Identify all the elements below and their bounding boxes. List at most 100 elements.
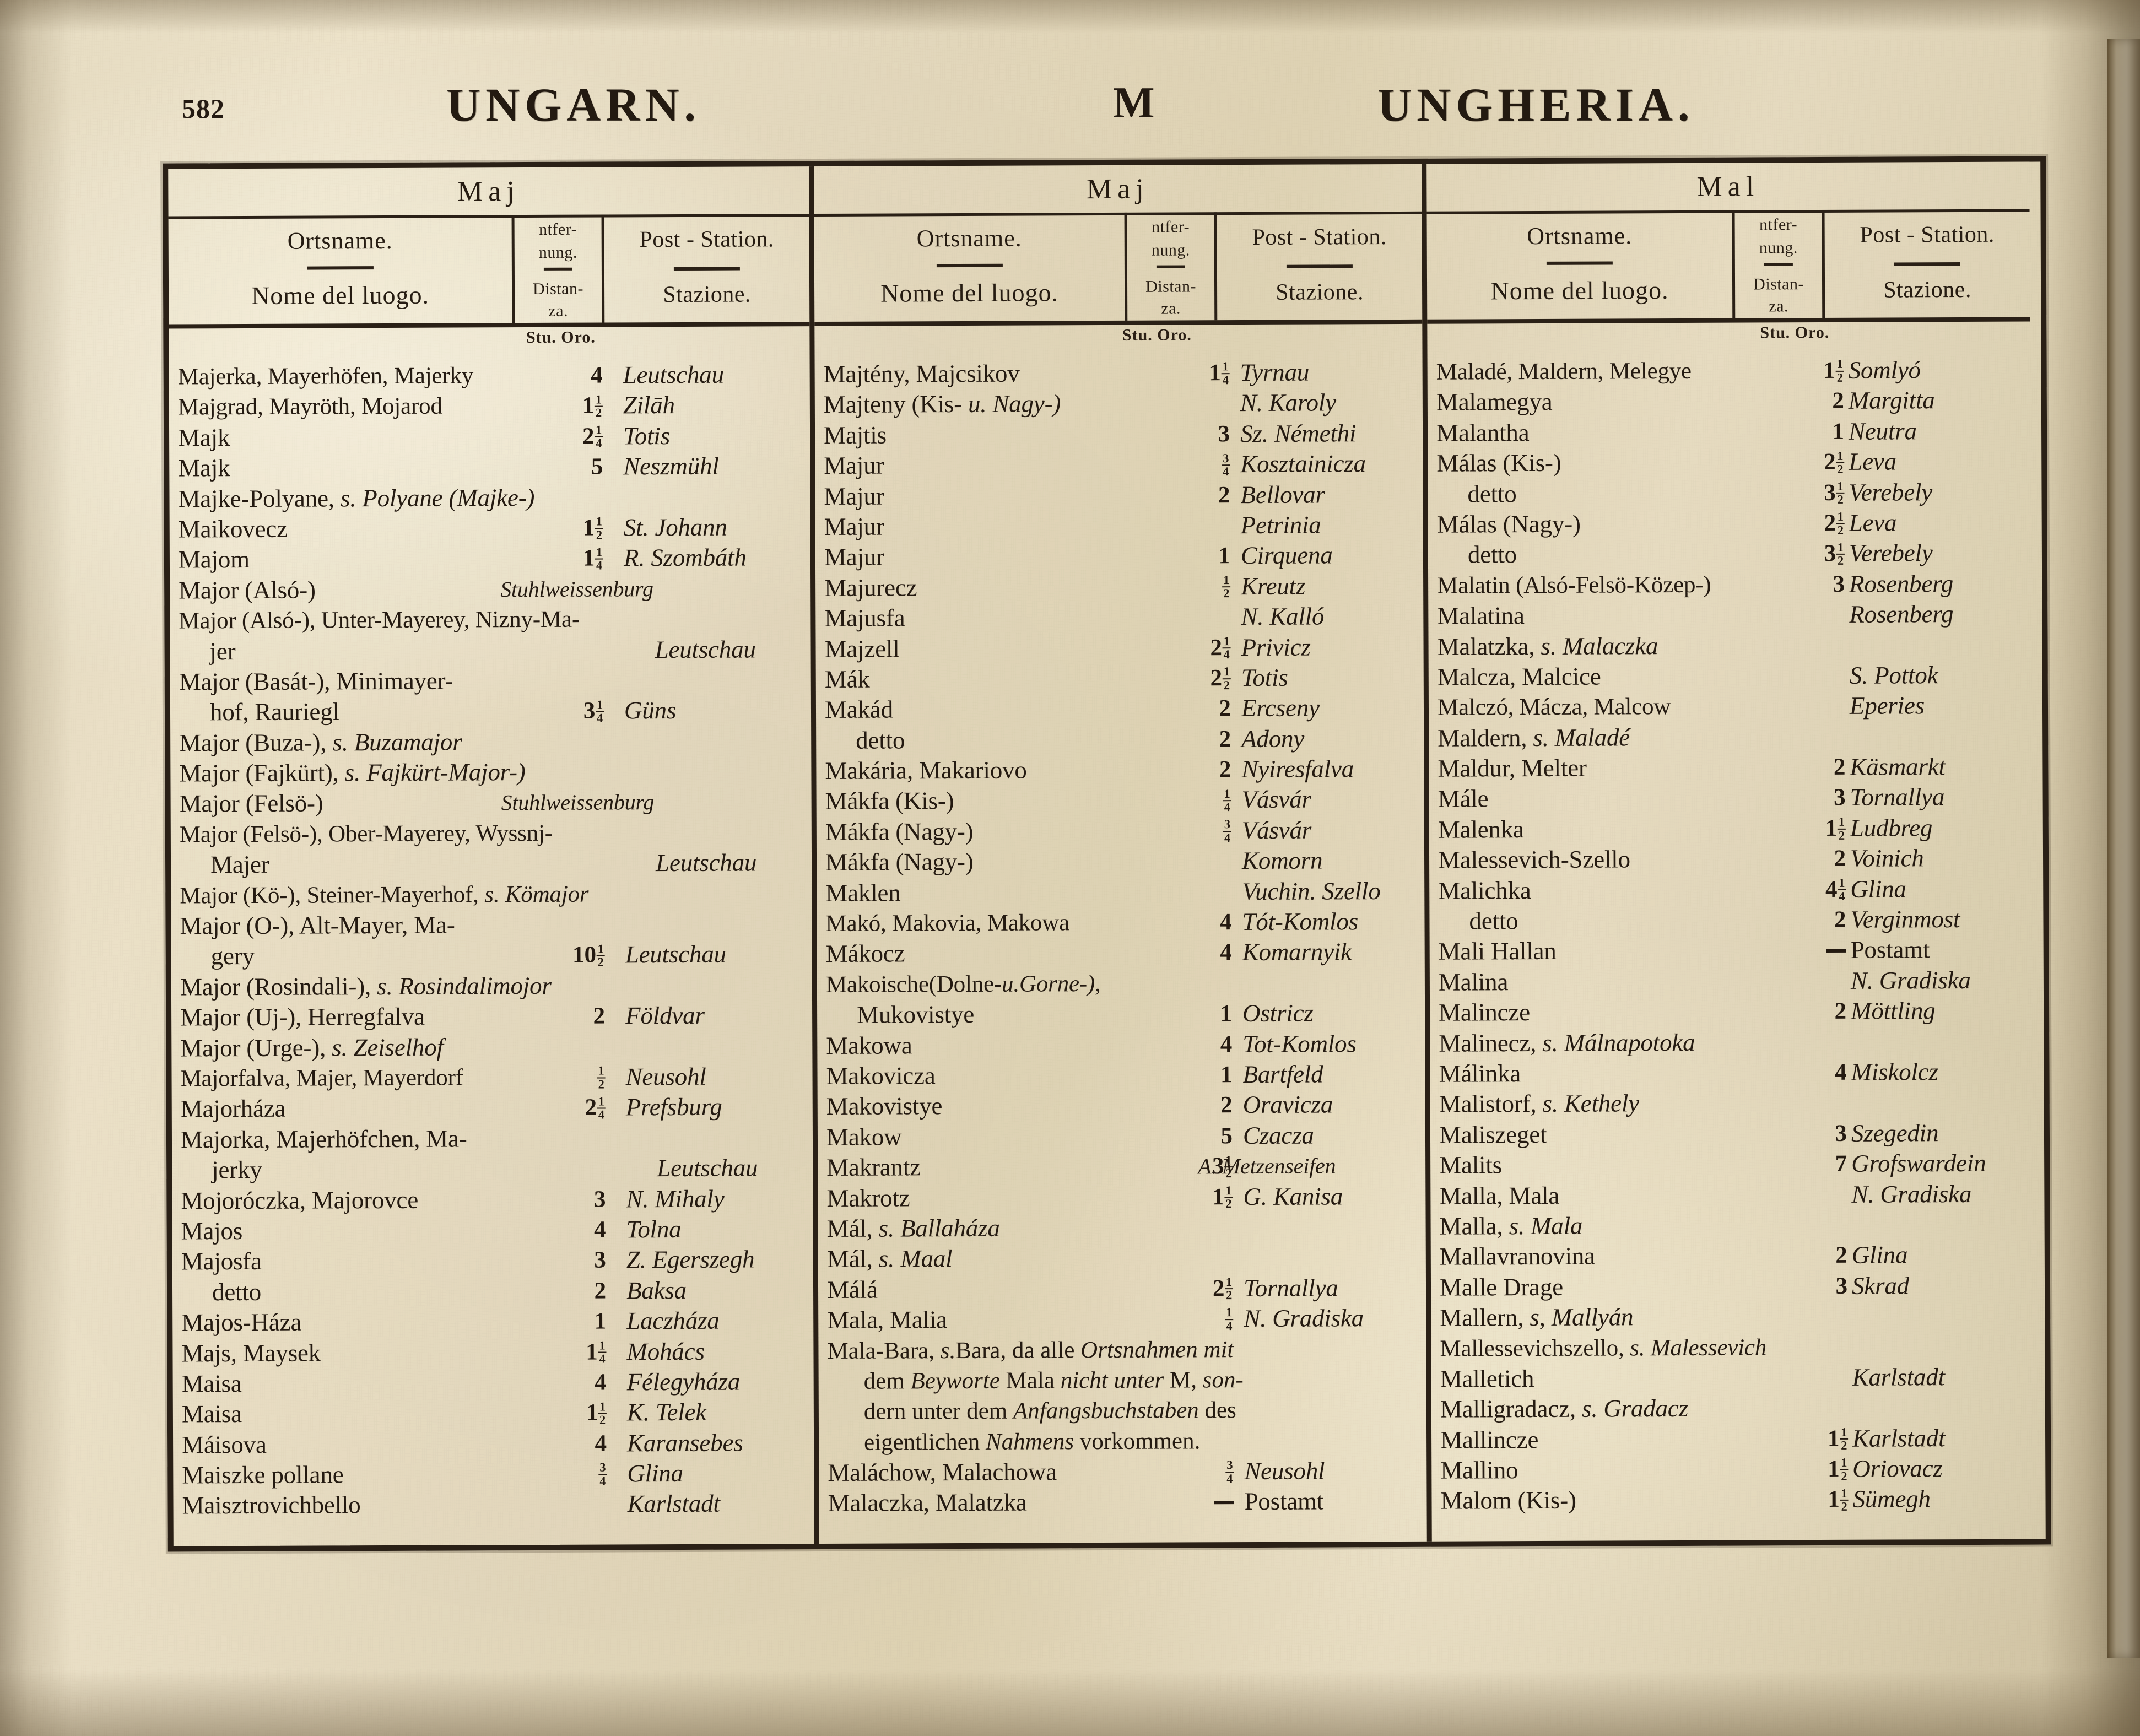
place-name-cell: Majorka, Majerhöfchen, Ma- — [180, 1124, 467, 1154]
header-title-italian: UNGHERIA. — [1377, 78, 1695, 131]
table-row: Máisova 4 Karansebes — [173, 1427, 814, 1461]
table-row: Málá 2 1 2 Tornallya — [818, 1273, 1426, 1306]
header-cell-distance: ntfer-nung. Distan-za. — [511, 214, 605, 323]
post-station-cell: Neszmühl — [623, 452, 719, 480]
table-column-2: Maj Ortsname. Nome del luogo. ntfer-nung. Di… — [814, 164, 1432, 1544]
table-row: Makária, Makariovo 2 Nyiresfalva — [816, 754, 1424, 787]
post-station-cell: Kreutz — [1241, 572, 1306, 600]
distance-cell: 5 — [1220, 1122, 1233, 1149]
table-row: Malom (Kis-) 1 1 2 Sümegh — [1431, 1484, 2034, 1517]
place-name-cell: detto — [1467, 479, 1517, 508]
place-name-cell: Malatin (Alsó-Felsö-Közep-) — [1437, 571, 1711, 599]
place-name-cell: Majtis — [823, 421, 887, 449]
header-post-station: Post - Station. — [639, 226, 774, 253]
table-row: Malantha 1 Neutra — [1428, 415, 2030, 448]
header-stazione: Stazione. — [663, 282, 751, 308]
post-station-cell: Güns — [624, 696, 677, 724]
table-row: detto 2 Verginmost — [1429, 904, 2032, 937]
header-nome-del-luogo: Nome del luogo. — [1490, 276, 1669, 305]
distance-cell: 2 — [1220, 1092, 1233, 1118]
place-name-cell: Mákocz — [825, 939, 905, 968]
table-row: Málas (Kis-) 2 1 2 Leva — [1428, 446, 2030, 479]
table-row: Malenka 1 1 2 Ludbreg — [1429, 812, 2032, 845]
distance-cell: 1 — [1220, 1062, 1233, 1088]
header-ortsname: Ortsname. — [916, 224, 1022, 252]
place-name-cell: Makovicza — [826, 1062, 936, 1090]
table-row: Majos 4 Tolna — [172, 1214, 813, 1247]
place-name-cell: Málas (Kis-) — [1436, 449, 1561, 477]
place-name-cell: Maldur, Melter — [1438, 754, 1587, 782]
page-number: 582 — [182, 93, 225, 124]
table-row: detto 3 1 2 Verebely — [1428, 477, 2030, 510]
table-row: Maklen Vuchin. Szello — [817, 875, 1424, 908]
place-name-cell: Makoische(Dolne-u.Gorne-), — [825, 970, 1101, 998]
table-row: Makrantz 3 1 2 A. Metzenseifen — [818, 1150, 1425, 1183]
place-name-cell: Majteny (Kis- u. Nagy-) — [823, 390, 1061, 419]
table-row: Maikovecz 1 1 2 St. Johann — [170, 512, 810, 545]
table-row: Malinecz, s. Málnapotoka — [1430, 1026, 2033, 1059]
place-name-cell: Major (Rosindali-), s. Rosindalimojor — [180, 971, 552, 1001]
table-row: Majtis 3 Sz. Némethi — [815, 418, 1423, 451]
header-entfernung-line1: ntfer- — [539, 220, 577, 239]
distance-unit-note: Stu. Oro. — [526, 328, 596, 347]
place-name-cell: Maldern, s. Maladé — [1438, 723, 1630, 752]
left-gutter-shadow — [0, 0, 72, 1736]
header-post-station: Post - Station. — [1860, 221, 1995, 248]
post-station-cell: Totis — [1241, 663, 1288, 691]
distance-cell: 2 — [1219, 726, 1231, 752]
post-station-cell: Tornallya — [1243, 1274, 1338, 1302]
post-station-cell: Totis — [623, 421, 671, 450]
header-ortsname: Ortsname. — [287, 226, 393, 255]
place-name-cell: Major (Uj-), Herregfalva — [180, 1002, 425, 1031]
distance-cell: 2 — [1834, 846, 1846, 872]
table-row: Majos-Háza 1 Laczháza — [172, 1305, 813, 1338]
table-row: Mál, s. Ballaházа — [818, 1212, 1426, 1245]
table-row: Malczó, Mácza, Malcow Eperies — [1429, 690, 2031, 723]
table-row: Maláchow, Malachowa 3 4 Neusohl — [819, 1456, 1426, 1489]
table-row: detto 2 Baksa — [172, 1275, 813, 1308]
place-name-cell: Málá — [826, 1275, 878, 1304]
post-station-cell: Laczháza — [626, 1306, 720, 1335]
place-name-cell: Malatzka, s. Malaczka — [1437, 631, 1658, 661]
place-name-cell: jerky — [212, 1156, 262, 1184]
table-row: Malichka 4 1 4 Glina — [1429, 873, 2032, 906]
table-row: Majk 2 1 4 Totis — [169, 420, 810, 453]
table-row: Maisa 1 1 2 K. Telek — [173, 1397, 814, 1430]
header-nome-del-luogo: Nome del luogo. — [251, 280, 430, 310]
bottom-edge-shadow — [0, 1670, 2140, 1736]
place-name-cell: Major (Alsó-), Unter-Mayerey, Nizny-Ma- — [179, 606, 580, 634]
post-station-cell: Verebely — [1849, 539, 1933, 567]
table-row: Major (Alsó-) Stuhlweissenburg — [170, 573, 810, 606]
distance-cell: 1 — [1218, 543, 1231, 569]
distance-cell — [1173, 1487, 1234, 1517]
place-name-cell: Majzell — [824, 634, 900, 663]
table-row: Majur 3 4 Kosztainicza — [815, 448, 1423, 482]
distance-cell: 4 — [594, 1216, 606, 1243]
post-station-cell: S. Pottok — [1849, 661, 1938, 689]
post-station-cell: Leutschau — [657, 1154, 758, 1182]
table-row: Mukovistye 1 Ostricz — [817, 998, 1425, 1031]
post-station-cell: Petrinia — [1240, 511, 1321, 539]
place-name-cell: Malistorf, s. Kethely — [1439, 1089, 1640, 1118]
post-station-cell: Tot-Komlos — [1242, 1029, 1357, 1058]
post-station-cell: Szegedin — [1851, 1118, 1939, 1147]
place-name-cell: Málinka — [1439, 1059, 1521, 1088]
place-name-cell: Maliszeget — [1439, 1120, 1547, 1149]
place-name-cell: Mallern, s, Mallyán — [1440, 1303, 1634, 1332]
place-name-cell: Mallino — [1440, 1456, 1518, 1484]
post-station-cell: Stuhlweissenburg — [500, 576, 653, 602]
place-name-cell: Major (Basát-), Minimayer- — [179, 667, 453, 696]
table-row: Majk 5 Neszmühl — [169, 451, 810, 484]
post-station-cell: Vásvár — [1241, 786, 1312, 814]
place-name-cell: Maikovecz — [178, 515, 288, 543]
